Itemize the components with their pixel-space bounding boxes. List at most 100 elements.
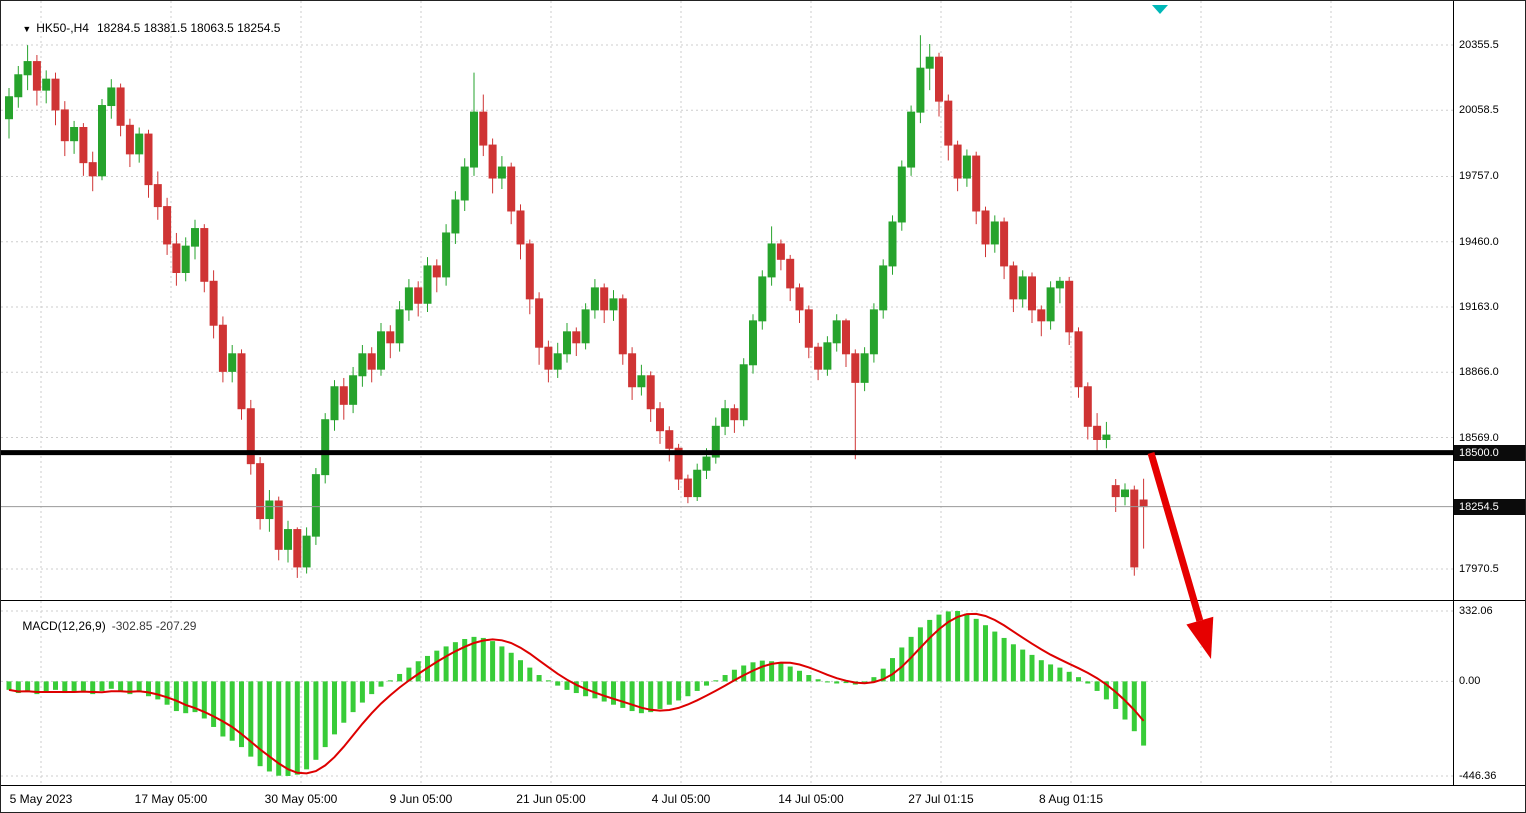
candle-body	[144, 133, 153, 186]
macd-histogram-bar	[722, 675, 728, 682]
down-arrow-annotation[interactable]	[1147, 452, 1204, 622]
candle-body	[172, 243, 181, 274]
macd-histogram-bar	[387, 680, 393, 682]
macd-histogram-bar	[592, 681, 598, 699]
candle-body	[51, 78, 60, 111]
candle-body	[228, 353, 237, 372]
candle-body	[525, 243, 534, 300]
candle-body	[451, 199, 460, 234]
time-axis-label: 17 May 05:00	[134, 792, 208, 806]
macd-histogram-bar	[434, 650, 440, 682]
time-axis-label: 14 Jul 05:00	[778, 792, 844, 806]
price-axis-tick: 20355.5	[1459, 39, 1499, 51]
candle-body	[349, 375, 358, 405]
candle-body	[414, 287, 423, 304]
candle-body	[730, 408, 739, 421]
candle-body	[1083, 386, 1092, 427]
candle-body	[88, 162, 97, 177]
candle-body	[293, 529, 302, 568]
candle-body	[460, 166, 469, 201]
candle-body	[618, 298, 627, 355]
macd-histogram-bar	[704, 681, 709, 686]
macd-histogram-bar	[71, 681, 77, 691]
candle-body	[1102, 434, 1111, 440]
macd-histogram-bar	[313, 681, 319, 760]
time-axis-label: 27 Jul 01:15	[908, 792, 974, 806]
candle-body	[367, 353, 376, 370]
candle-body	[1028, 276, 1036, 311]
macd-histogram-bar	[545, 680, 551, 682]
candle-body	[23, 61, 32, 76]
macd-histogram-bar	[638, 681, 644, 714]
candle-body	[163, 206, 172, 245]
macd-histogram-bar	[369, 681, 375, 695]
macd-histogram-bar	[80, 681, 86, 692]
macd-histogram-bar	[834, 681, 840, 684]
macd-histogram-bar	[908, 636, 914, 682]
macd-histogram-bar	[1085, 681, 1091, 684]
candle-body	[1093, 425, 1102, 440]
macd-histogram-bar	[201, 681, 207, 719]
price-axis-tick: 18569.0	[1459, 431, 1499, 444]
scroll-to-end-marker-icon[interactable]	[1152, 5, 1168, 14]
candle-body	[646, 375, 655, 410]
candle-body	[674, 447, 683, 480]
macd-histogram-bar	[53, 681, 58, 690]
macd-histogram-bar	[518, 660, 523, 682]
macd-histogram-bar	[25, 681, 31, 691]
macd-histogram-bar	[648, 681, 654, 713]
macd-histogram-bar	[899, 647, 905, 682]
macd-histogram-bar	[620, 681, 626, 708]
candle-body	[581, 309, 590, 344]
macd-histogram-bar	[694, 681, 700, 691]
macd-histogram-bar	[527, 667, 533, 682]
macd-histogram-bar	[471, 636, 477, 682]
macd-histogram-bar	[629, 681, 635, 712]
macd-histogram-bar	[229, 681, 235, 741]
macd-axis-tick: 0.00	[1459, 675, 1481, 688]
candle-body	[60, 109, 69, 142]
macd-histogram-bar	[890, 658, 895, 682]
down-arrow-head[interactable]	[1186, 616, 1214, 659]
macd-histogram-bar	[415, 661, 421, 682]
macd-axis-tick: 332.06	[1459, 605, 1493, 617]
candle-body	[32, 61, 41, 91]
macd-histogram-bar	[1141, 681, 1147, 746]
candle-body	[693, 469, 702, 498]
macd-histogram-bar	[43, 681, 49, 692]
candle-body	[191, 228, 199, 247]
macd-histogram-bar	[564, 681, 570, 690]
time-axis-label: 9 Jun 05:00	[389, 792, 453, 806]
candle-body	[665, 430, 674, 449]
candle-body	[42, 78, 51, 91]
macd-histogram-bar	[1057, 667, 1063, 682]
macd-histogram-bar	[973, 618, 979, 682]
macd-histogram-bar	[6, 681, 12, 690]
candle-body	[814, 346, 823, 370]
macd-histogram-bar	[555, 681, 561, 686]
candle-body	[832, 320, 841, 344]
macd-histogram-bar	[992, 631, 998, 682]
symbol-dropdown-triangle-icon[interactable]: ▼	[22, 24, 32, 34]
candle-body	[209, 280, 218, 326]
candle-body	[953, 144, 962, 179]
macd-histogram-bar	[192, 681, 198, 713]
symbol-timeframe-label: HK50-,H4	[36, 21, 89, 35]
candle-body	[442, 232, 451, 278]
candle-body	[79, 126, 88, 164]
macd-histogram-bar	[797, 670, 802, 682]
macd-histogram-bar	[731, 669, 737, 682]
candle-body	[972, 155, 981, 212]
candle-body	[656, 408, 664, 432]
candle-body	[1065, 280, 1074, 333]
macd-histogram-bar	[146, 681, 151, 697]
macd-histogram-bar	[155, 681, 161, 700]
macd-histogram-bar	[452, 642, 458, 682]
candle-body	[135, 133, 144, 155]
candle-body	[842, 320, 850, 355]
candle-body	[683, 478, 692, 498]
price-axis-tick: 19163.0	[1459, 301, 1499, 313]
macd-histogram-bar	[936, 614, 942, 682]
